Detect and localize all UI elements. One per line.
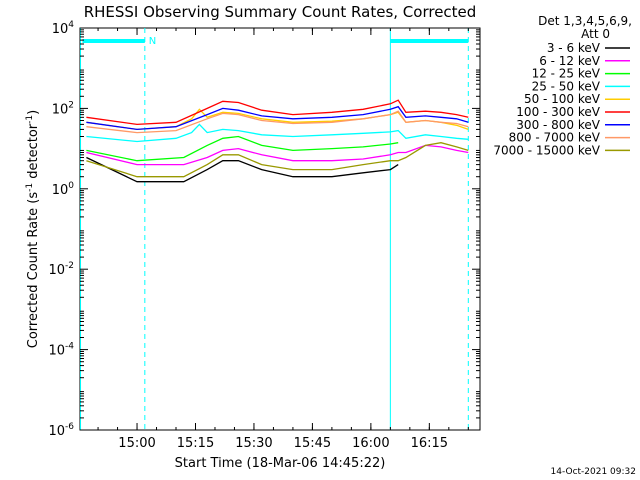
series-line-3 bbox=[86, 123, 469, 143]
y-tick-label-4: 102 bbox=[52, 100, 74, 117]
series-line-8 bbox=[86, 142, 469, 178]
y-label-sup-1: -1 bbox=[25, 183, 35, 192]
y-tick-label-1: 10-4 bbox=[48, 342, 74, 359]
y-label-suffix: ) bbox=[26, 110, 41, 115]
y-axis-label: Corrected Count Rate (s-1 detector-1) bbox=[25, 110, 41, 348]
legend-label-3: 25 - 50 keV bbox=[532, 79, 601, 93]
timestamp: 14-Oct-2021 09:32 bbox=[551, 467, 636, 477]
x-tick-label-3: 15:45 bbox=[294, 436, 331, 451]
legend-label-7: 800 - 7000 keV bbox=[509, 131, 601, 145]
series-line-1 bbox=[86, 144, 469, 166]
legend-label-4: 50 - 100 keV bbox=[524, 92, 601, 106]
y-tick-label-5: 104 bbox=[52, 20, 75, 37]
x-axis-label: Start Time (18-Mar-06 14:45:22) bbox=[175, 456, 386, 471]
chart-title: RHESSI Observing Summary Count Rates, Co… bbox=[84, 3, 477, 21]
x-tick-label-1: 15:15 bbox=[177, 436, 214, 451]
y-axis: 10-6 10-4 10-2 100 102 104 bbox=[48, 20, 480, 439]
series-line-0 bbox=[86, 156, 399, 183]
y-label-sup-2: -1 bbox=[25, 115, 35, 124]
legend-label-1: 6 - 12 keV bbox=[539, 54, 601, 68]
flags-layer bbox=[80, 28, 469, 430]
y-tick-label-3: 100 bbox=[52, 181, 75, 198]
x-tick-label-2: 15:30 bbox=[235, 436, 272, 451]
series-line-7 bbox=[86, 110, 469, 134]
legend-label-5: 100 - 300 keV bbox=[516, 105, 600, 119]
flag-label: N bbox=[149, 36, 156, 47]
x-axis: 15:00 15:15 15:30 15:45 16:00 16:15 bbox=[97, 28, 469, 451]
series-line-6 bbox=[86, 105, 469, 131]
legend-label-2: 12 - 25 keV bbox=[532, 67, 601, 81]
plot-frame bbox=[79, 27, 481, 431]
series-line-2 bbox=[86, 135, 399, 162]
series-line-5 bbox=[86, 99, 469, 126]
series-layer bbox=[86, 99, 469, 183]
y-tick-label-2: 10-2 bbox=[48, 261, 74, 278]
legend-label-8: 7000 - 15000 keV bbox=[493, 143, 600, 157]
legend-header-1: Det 1,3,4,5,6,9, bbox=[538, 14, 632, 28]
y-label-prefix: Corrected Count Rate (s bbox=[26, 192, 41, 349]
x-tick-label-4: 16:00 bbox=[352, 436, 389, 451]
x-tick-label-5: 16:15 bbox=[411, 436, 448, 451]
legend-label-0: 3 - 6 keV bbox=[547, 41, 601, 55]
y-tick-label-0: 10-6 bbox=[48, 422, 74, 439]
legend-header-2: Att 0 bbox=[581, 27, 610, 41]
legend-label-6: 300 - 800 keV bbox=[516, 118, 600, 132]
x-tick-label-0: 15:00 bbox=[118, 436, 155, 451]
y-label-mid: detector bbox=[26, 123, 41, 183]
